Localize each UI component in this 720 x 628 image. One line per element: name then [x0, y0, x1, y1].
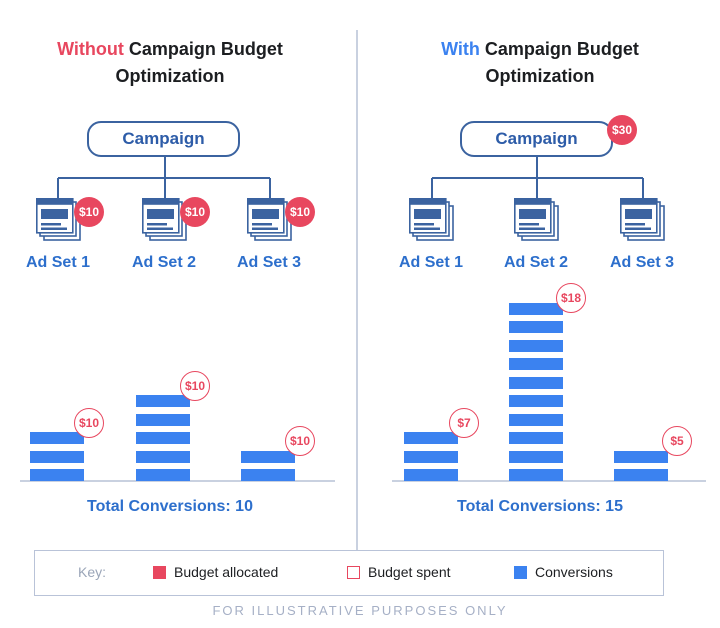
right-adset-1-label: Ad Set 1	[398, 254, 463, 271]
conversion-block	[136, 413, 190, 426]
conversion-block	[30, 432, 84, 444]
left-adset-1-icon	[36, 198, 82, 247]
left-title-line2: Optimization	[115, 66, 225, 86]
conversions-swatch	[514, 566, 527, 579]
right-adset-3-label: Ad Set 3	[609, 254, 674, 271]
left-adset-1-allocated-badge: $10	[74, 197, 104, 227]
ad-stack-icon	[409, 198, 454, 241]
left-adset-3-label: Ad Set 3	[236, 254, 301, 271]
right-campaign-label: Campaign	[495, 129, 578, 148]
right-adset-3-icon	[620, 198, 666, 247]
conversion-block	[509, 376, 563, 389]
conversion-block	[404, 432, 458, 444]
legend-box: Key: Budget allocated Budget spent Conve…	[34, 550, 664, 596]
right-bar-stack-3	[614, 450, 668, 481]
left-bar-stack-3	[241, 450, 295, 481]
left-adset-3-allocated-badge: $10	[285, 197, 315, 227]
conversion-block	[404, 469, 458, 481]
ad-stack-icon	[247, 198, 292, 241]
right-campaign-allocated-badge: $30	[607, 115, 637, 145]
right-title-line2: Optimization	[485, 66, 595, 86]
conversion-block	[30, 469, 84, 481]
legend-title: Key:	[78, 564, 107, 580]
right-adset-2-icon	[514, 198, 560, 247]
right-total-conversions: Total Conversions: 15	[457, 498, 623, 515]
right-bar-stack-1	[404, 432, 458, 481]
panel-divider	[356, 30, 358, 550]
conversion-block	[614, 450, 668, 463]
conversion-block	[509, 339, 563, 352]
budget-allocated-swatch	[153, 566, 166, 579]
right-bar-3-spent-badge: $5	[662, 426, 692, 456]
conversion-block	[404, 450, 458, 463]
conversion-block	[136, 450, 190, 463]
left-title-highlight: Without	[57, 39, 124, 59]
left-campaign-label: Campaign	[122, 129, 205, 148]
budget-spent-label: Budget spent	[368, 564, 451, 580]
conversion-block	[136, 395, 190, 407]
left-bar-stack-2	[136, 395, 190, 481]
left-adset-2-allocated-badge: $10	[180, 197, 210, 227]
left-bar-stack-1	[30, 432, 84, 481]
left-bar-1-spent-badge: $10	[74, 408, 104, 438]
left-adset-2-label: Ad Set 2	[131, 254, 196, 271]
conversion-block	[509, 432, 563, 444]
right-bar-2-spent-badge: $18	[556, 283, 586, 313]
right-title-highlight: With	[441, 39, 480, 59]
right-bar-1-spent-badge: $7	[449, 408, 479, 438]
conversion-block	[136, 432, 190, 444]
conversion-block	[509, 413, 563, 426]
left-bar-3-spent-badge: $10	[285, 426, 315, 456]
right-campaign-node: Campaign	[460, 121, 613, 157]
budget-allocated-label: Budget allocated	[174, 564, 279, 580]
left-bar-2-spent-badge: $10	[180, 371, 210, 401]
ad-stack-icon	[620, 198, 665, 241]
ad-stack-icon	[36, 198, 81, 241]
left-adset-3-icon	[247, 198, 293, 247]
conversion-block	[509, 469, 563, 481]
left-title-rest: Campaign Budget	[123, 39, 283, 59]
conversion-block	[509, 302, 563, 315]
conversion-block	[509, 321, 563, 333]
left-title: Without Campaign Budget Optimization	[0, 36, 340, 90]
conversions-label: Conversions	[535, 564, 613, 580]
conversion-block	[614, 469, 668, 481]
left-adset-2-icon	[142, 198, 188, 247]
conversion-block	[509, 358, 563, 370]
right-adset-2-label: Ad Set 2	[503, 254, 568, 271]
conversion-block	[30, 450, 84, 463]
illustrative-footnote: FOR ILLUSTRATIVE PURPOSES ONLY	[212, 603, 508, 618]
right-title-rest: Campaign Budget	[479, 39, 639, 59]
conversion-block	[509, 395, 563, 407]
conversion-block	[241, 450, 295, 463]
left-campaign-node: Campaign	[87, 121, 240, 157]
right-title: With Campaign Budget Optimization	[370, 36, 710, 90]
right-bar-stack-2	[509, 302, 563, 481]
left-total-conversions: Total Conversions: 10	[87, 498, 253, 515]
left-adset-1-label: Ad Set 1	[25, 254, 90, 271]
conversion-block	[509, 450, 563, 463]
conversion-block	[136, 469, 190, 481]
ad-stack-icon	[514, 198, 559, 241]
ad-stack-icon	[142, 198, 187, 241]
budget-spent-swatch	[347, 566, 360, 579]
conversion-block	[241, 469, 295, 481]
right-adset-1-icon	[409, 198, 455, 247]
